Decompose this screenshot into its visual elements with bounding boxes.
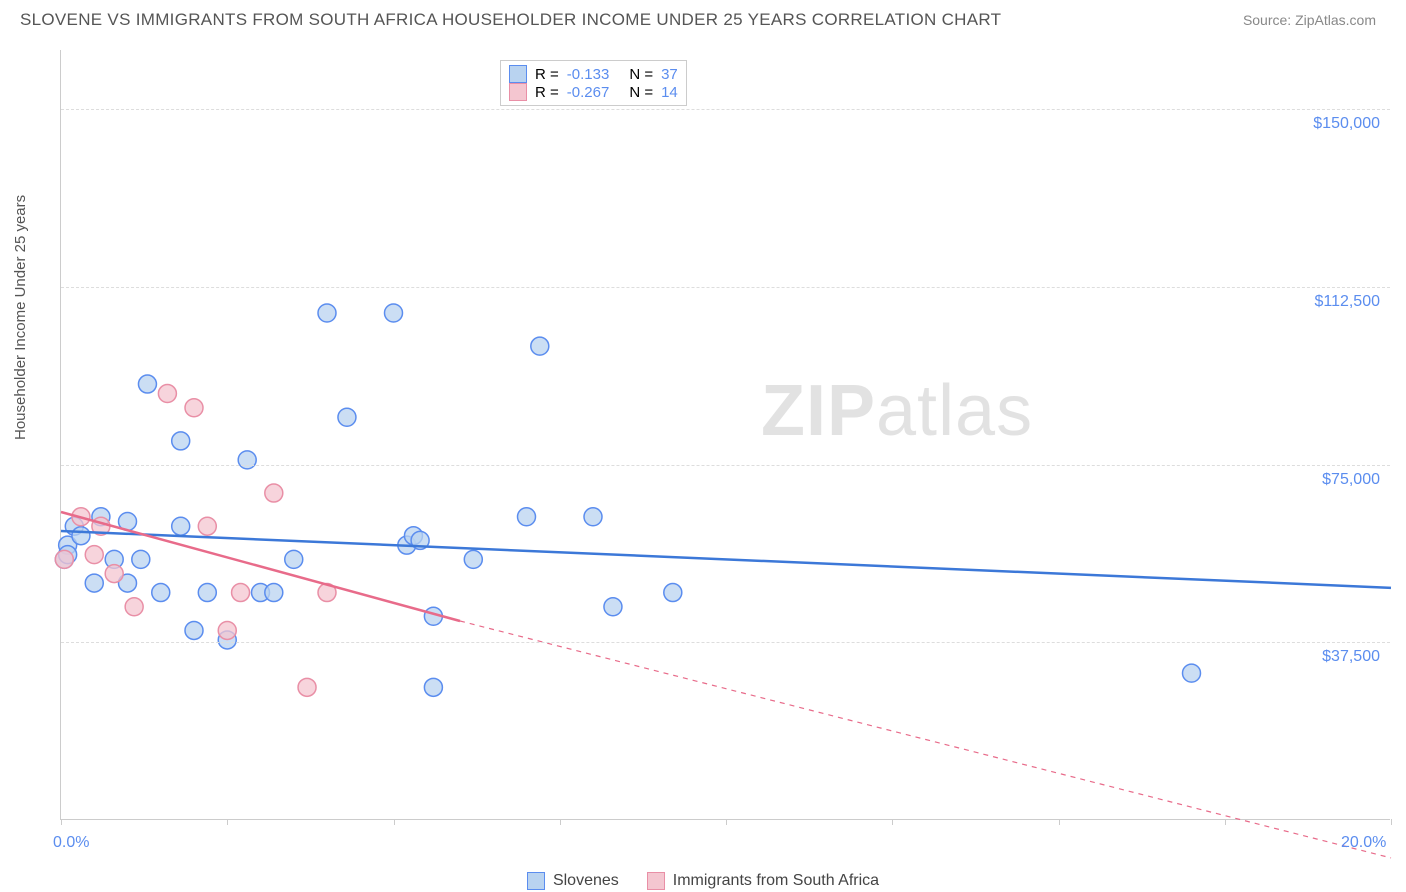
legend-label: Slovenes (553, 872, 619, 890)
data-point (85, 574, 103, 592)
gridline (61, 287, 1390, 288)
data-point (664, 584, 682, 602)
data-point (172, 517, 190, 535)
x-tick (726, 819, 727, 825)
legend-r-value: -0.267 (567, 84, 610, 101)
y-tick-label: $75,000 (1322, 471, 1380, 489)
data-point (198, 584, 216, 602)
legend-r-label: R = (535, 84, 559, 101)
data-point (584, 508, 602, 526)
data-point (265, 584, 283, 602)
data-point (72, 527, 90, 545)
data-point (285, 550, 303, 568)
data-point (385, 304, 403, 322)
x-tick-label: 20.0% (1341, 834, 1386, 852)
trend-line-slovenes (61, 531, 1391, 588)
data-point (232, 584, 250, 602)
data-point (238, 451, 256, 469)
data-point (604, 598, 622, 616)
data-point (138, 375, 156, 393)
chart-title: SLOVENE VS IMMIGRANTS FROM SOUTH AFRICA … (20, 10, 1001, 30)
data-point (298, 678, 316, 696)
chart-plot-area: ZIPatlas $37,500$75,000$112,500$150,0000… (60, 50, 1390, 820)
legend-n-value: 14 (661, 84, 678, 101)
legend-swatch (527, 872, 545, 890)
legend-n-label: N = (629, 66, 653, 83)
series-legend: Slovenes Immigrants from South Africa (0, 872, 1406, 890)
data-point (55, 550, 73, 568)
data-point (198, 517, 216, 535)
x-tick (394, 819, 395, 825)
trend-line-immigrants-dashed (460, 621, 1391, 858)
data-point (1183, 664, 1201, 682)
correlation-legend: R = -0.133 N = 37 R = -0.267 N = 14 (500, 60, 687, 106)
legend-row: R = -0.133 N = 37 (509, 65, 678, 83)
data-point (132, 550, 150, 568)
data-point (185, 399, 203, 417)
legend-n-value: 37 (661, 66, 678, 83)
data-point (125, 598, 143, 616)
y-tick-label: $112,500 (1314, 293, 1380, 311)
data-point (185, 621, 203, 639)
scatter-svg (61, 50, 1390, 819)
data-point (105, 565, 123, 583)
legend-swatch (509, 65, 527, 83)
data-point (218, 621, 236, 639)
x-tick-label: 0.0% (53, 834, 89, 852)
data-point (85, 546, 103, 564)
legend-item: Immigrants from South Africa (647, 872, 879, 890)
x-tick (1225, 819, 1226, 825)
data-point (338, 408, 356, 426)
x-tick (227, 819, 228, 825)
x-tick (61, 819, 62, 825)
legend-swatch (509, 83, 527, 101)
y-tick-label: $150,000 (1313, 115, 1380, 133)
y-axis-label: Householder Income Under 25 years (12, 195, 29, 440)
y-tick-label: $37,500 (1322, 648, 1380, 666)
data-point (531, 337, 549, 355)
data-point (518, 508, 536, 526)
x-tick (1059, 819, 1060, 825)
gridline (61, 109, 1390, 110)
data-point (464, 550, 482, 568)
legend-row: R = -0.267 N = 14 (509, 83, 678, 101)
data-point (265, 484, 283, 502)
x-tick (1391, 819, 1392, 825)
legend-label: Immigrants from South Africa (673, 872, 879, 890)
gridline (61, 642, 1390, 643)
legend-r-label: R = (535, 66, 559, 83)
data-point (424, 678, 442, 696)
data-point (152, 584, 170, 602)
chart-header: SLOVENE VS IMMIGRANTS FROM SOUTH AFRICA … (0, 0, 1406, 38)
data-point (172, 432, 190, 450)
data-point (158, 385, 176, 403)
gridline (61, 465, 1390, 466)
legend-n-label: N = (629, 84, 653, 101)
chart-source: Source: ZipAtlas.com (1243, 12, 1376, 28)
legend-item: Slovenes (527, 872, 619, 890)
legend-r-value: -0.133 (567, 66, 610, 83)
data-point (318, 304, 336, 322)
legend-swatch (647, 872, 665, 890)
x-tick (892, 819, 893, 825)
x-tick (560, 819, 561, 825)
